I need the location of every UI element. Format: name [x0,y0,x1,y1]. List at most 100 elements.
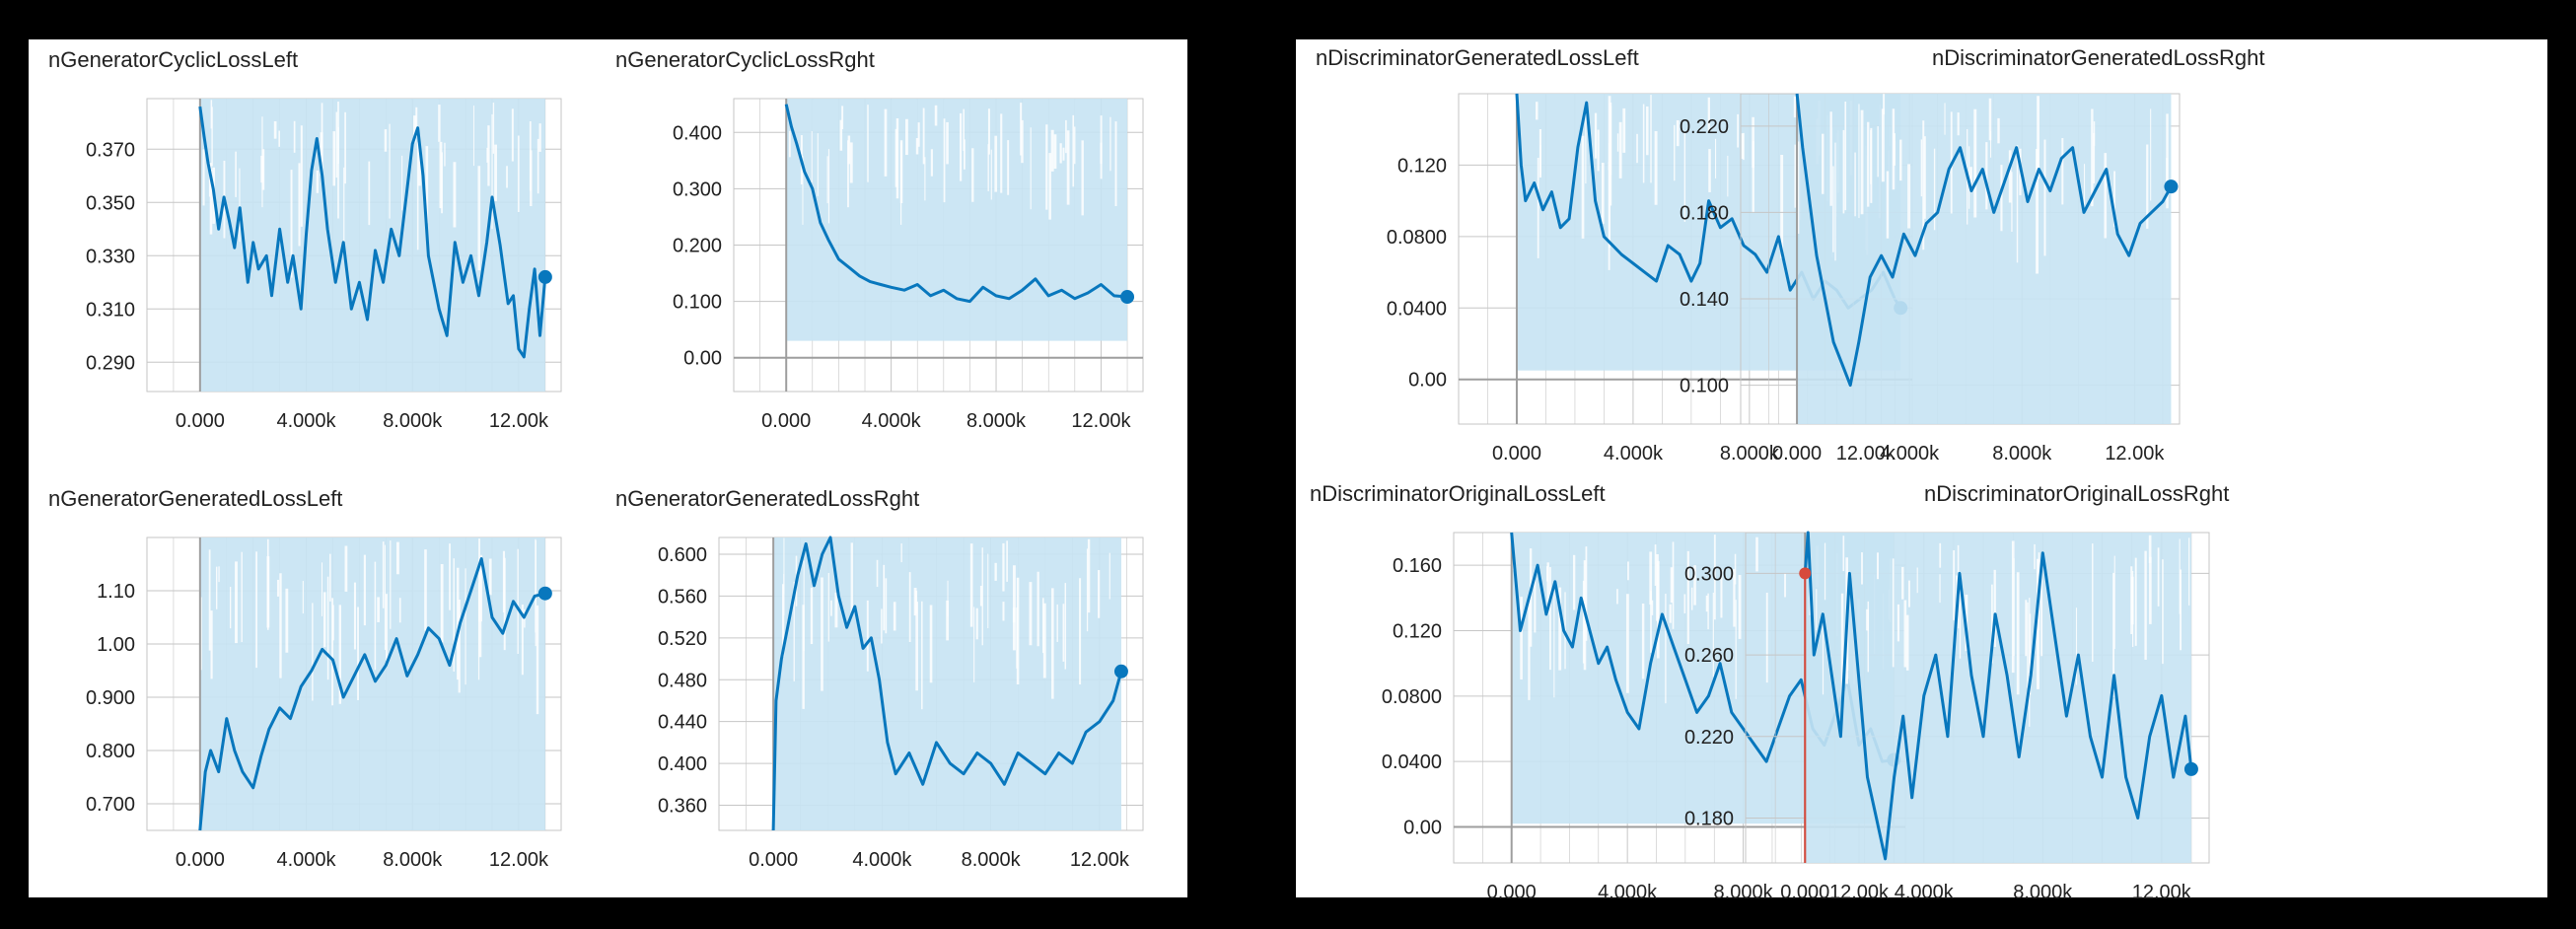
chart-card-discriminator-generated-rght: nDiscriminatorGeneratedLossRght 0.100 0.1… [1680,39,2543,464]
y-tick-label: 0.260 [1684,645,1734,667]
left-panel: nGeneratorCyclicLossLeft 0.290 0.310 0.330… [29,39,1187,897]
x-tick-label: 8.000k [2013,882,2073,903]
x-tick-label: 0.000 [176,410,225,432]
y-tick-label: 0.330 [86,246,135,267]
y-tick-label: 0.00 [683,348,722,370]
y-tick-label: 0.350 [86,192,135,214]
y-tick-label: 0.120 [1393,621,1442,643]
chart-card-discriminator-original-rght: nDiscriminatorOriginalLossRght 0.180 0.22… [1684,473,2543,903]
y-tick-label: 0.120 [1397,155,1447,177]
y-tick-label: 0.100 [1680,376,1729,397]
y-tick-label: 0.300 [673,179,722,200]
y-tick-label: 0.200 [673,236,722,257]
chart-title: nDiscriminatorOriginalLossLeft [1310,481,1606,506]
series-end-point [1120,290,1135,305]
chart-title: nDiscriminatorGeneratedLossRght [1932,45,2265,70]
chart-svg: 0.360 0.400 0.440 0.480 0.520 0.560 0.600 0.000… [658,536,1144,871]
y-tick-label: 0.180 [1684,809,1734,830]
x-tick-label: 0.000 [1772,443,1822,464]
chart-svg: 0.700 0.800 0.900 1.00 1.10 0.000 4.000k 8.000k… [86,536,562,871]
series-end-point [2164,179,2179,194]
series-line [198,557,546,831]
variance-band [786,99,1128,341]
y-tick-label: 0.700 [86,794,135,816]
x-tick-label: 12.00k [1071,410,1131,432]
x-tick-label: 0.000 [749,849,798,871]
chart-title: nGeneratorGeneratedLossLeft [48,486,343,511]
band-area [786,99,1128,341]
x-tick-label: 8.000k [966,410,1027,432]
y-tick-label: 0.220 [1680,116,1729,138]
start-marker-point [1799,567,1812,580]
series-line [1803,531,2193,861]
x-tick-label: 12.00k [489,410,549,432]
x-tick-label: 4.000k [852,849,912,871]
x-tick-label: 12.00k [1070,849,1130,871]
y-tick-label: 0.800 [86,741,135,762]
chart-card-generator-cyclic-rght: nGeneratorCyclicLossRght 0.00 0.100 0.200 0… [596,39,1187,434]
chart-title: nDiscriminatorGeneratedLossLeft [1316,45,1639,70]
y-tick-label: 0.520 [658,628,707,650]
chart-svg: 0.290 0.310 0.330 0.350 0.370 0.000 4.000k 8.00… [86,98,562,432]
x-tick-label: 0.000 [1780,882,1829,903]
x-tick-label: 12.00k [489,849,549,871]
x-tick-label: 8.000k [1720,443,1780,464]
chart-card-generator-cyclic-left: nGeneratorCyclicLossLeft 0.290 0.310 0.330… [29,39,591,434]
y-tick-label: 0.100 [673,292,722,314]
y-tick-label: 0.220 [1684,727,1734,749]
series-line [198,106,547,359]
y-tick-label: 0.290 [86,352,135,374]
series-line [784,104,1128,304]
x-tick-label: 8.000k [1992,443,2052,464]
y-tick-label: 0.400 [673,122,722,144]
x-tick-label: 4.000k [277,849,337,871]
right-panel: nDiscriminatorGeneratedLossLeft 0.00 0.04… [1296,39,2547,903]
chart-title: nGeneratorCyclicLossLeft [48,47,299,72]
y-tick-label: 1.10 [97,581,135,603]
x-tick-label: 0.000 [176,849,225,871]
chart-title: nGeneratorGeneratedLossRght [615,486,920,511]
x-tick-label: 12.00k [1829,882,1890,903]
y-tick-label: 0.480 [658,670,707,691]
y-tick-label: 0.900 [86,687,135,709]
variance-band [1796,94,2172,424]
x-tick-label: 8.000k [383,410,443,432]
variance-band [773,537,1121,830]
series-end-point [2183,761,2198,776]
series-end-point [1113,664,1128,679]
chart-card-generator-generated-left: nGeneratorGeneratedLossLeft 0.700 0.800 0.… [29,478,591,897]
y-tick-label: 0.0800 [1382,686,1442,708]
x-tick-label: 4.000k [1598,882,1658,903]
x-tick-label: 4.000k [1604,443,1664,464]
series-end-point [537,269,552,284]
y-tick-label: 0.360 [658,796,707,818]
chart-title: nDiscriminatorOriginalLossRght [1924,481,2230,506]
series-line [1795,93,2173,388]
y-tick-label: 0.0400 [1387,298,1447,320]
y-tick-label: 0.370 [86,139,135,161]
x-tick-label: 4.000k [862,410,922,432]
x-tick-label: 4.000k [1895,882,1955,903]
x-tick-label: 4.000k [1880,443,1940,464]
y-tick-label: 0.440 [658,712,707,734]
y-tick-label: 0.0400 [1382,751,1442,773]
x-tick-label: 8.000k [962,849,1022,871]
x-tick-label: 0.000 [761,410,811,432]
x-tick-label: 4.000k [277,410,337,432]
series-end-point [537,586,552,601]
y-tick-label: 0.140 [1680,289,1729,311]
variance-band [199,537,545,830]
x-tick-label: 8.000k [1714,882,1774,903]
x-tick-label: 12.00k [2105,443,2165,464]
x-tick-label: 12.00k [2132,882,2192,903]
y-tick-label: 0.300 [1684,563,1734,585]
y-tick-label: 0.600 [658,544,707,566]
y-tick-label: 0.400 [658,753,707,775]
y-tick-label: 0.00 [1403,818,1442,839]
x-tick-label: 8.000k [383,849,443,871]
y-tick-label: 0.180 [1680,202,1729,224]
y-tick-label: 0.160 [1393,555,1442,577]
series-line [771,536,1123,831]
band-area [1805,533,2191,863]
x-tick-label: 12.00k [1836,443,1896,464]
